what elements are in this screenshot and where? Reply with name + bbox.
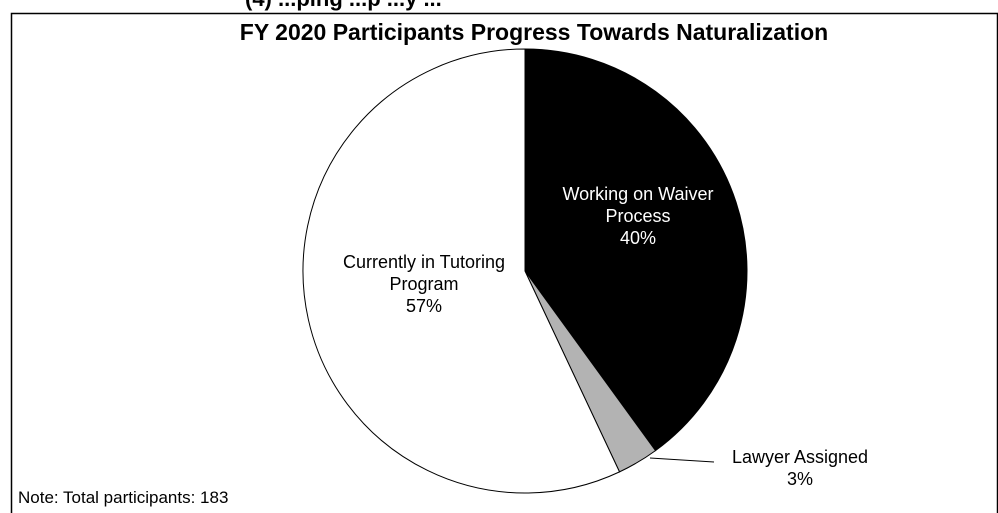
label-tutoring-program-line: Currently in Tutoring — [343, 252, 505, 272]
label-working-on-waiver-line: Working on Waiver — [562, 184, 713, 204]
chart-note: Note: Total participants: 183 — [18, 488, 228, 507]
label-tutoring-program-line: Program — [389, 274, 458, 294]
label-working-on-waiver-line: Process — [605, 206, 670, 226]
chart-title: FY 2020 Participants Progress Towards Na… — [240, 19, 828, 45]
truncated-header: (4) ...ping ...p ...y ... — [245, 0, 442, 11]
slice-working-on-waiver — [524, 48, 748, 452]
pie — [302, 48, 748, 494]
label-lawyer-assigned-percent: 3% — [787, 469, 813, 489]
label-working-on-waiver-percent: 40% — [620, 228, 656, 248]
label-tutoring-program-percent: 57% — [406, 296, 442, 316]
label-lawyer-assigned-line: Lawyer Assigned — [732, 447, 868, 467]
slice-tutoring-program — [302, 48, 621, 494]
callout-line-lawyer-assigned — [649, 457, 715, 463]
